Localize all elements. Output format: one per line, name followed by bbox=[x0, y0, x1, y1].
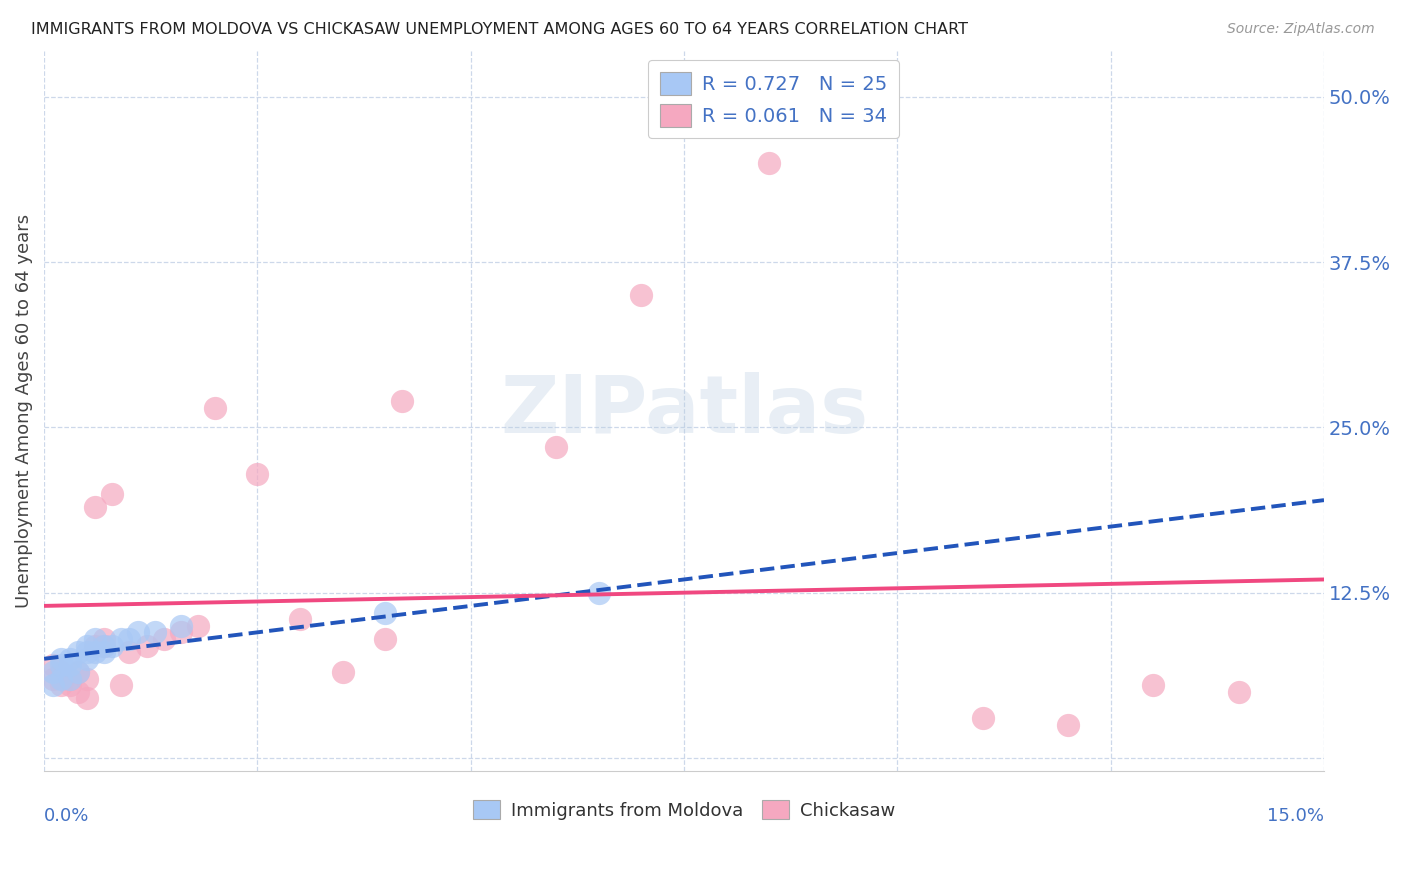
Point bbox=[67, 665, 90, 679]
Point bbox=[59, 678, 82, 692]
Point bbox=[544, 440, 567, 454]
Point bbox=[93, 639, 115, 653]
Point bbox=[59, 672, 82, 686]
Point bbox=[1142, 678, 1164, 692]
Point bbox=[152, 632, 174, 646]
Point bbox=[246, 467, 269, 481]
Point bbox=[41, 658, 63, 673]
Point bbox=[59, 672, 82, 686]
Point bbox=[391, 394, 413, 409]
Point bbox=[143, 625, 166, 640]
Text: 0.0%: 0.0% bbox=[44, 807, 90, 825]
Point bbox=[84, 500, 107, 514]
Point bbox=[1227, 685, 1250, 699]
Text: IMMIGRANTS FROM MOLDOVA VS CHICKASAW UNEMPLOYMENT AMONG AGES 60 TO 64 YEARS CORR: IMMIGRANTS FROM MOLDOVA VS CHICKASAW UNE… bbox=[31, 22, 967, 37]
Point bbox=[59, 658, 82, 673]
Point bbox=[51, 672, 73, 686]
Point bbox=[67, 645, 90, 659]
Point bbox=[332, 665, 354, 679]
Point bbox=[93, 645, 115, 659]
Point bbox=[41, 678, 63, 692]
Point bbox=[51, 678, 73, 692]
Point bbox=[374, 632, 396, 646]
Point bbox=[187, 618, 209, 632]
Point bbox=[127, 625, 149, 640]
Point bbox=[374, 606, 396, 620]
Point bbox=[51, 658, 73, 673]
Point bbox=[41, 665, 63, 679]
Point bbox=[67, 685, 90, 699]
Point bbox=[76, 652, 98, 666]
Point bbox=[84, 639, 107, 653]
Point bbox=[972, 711, 994, 725]
Point bbox=[84, 632, 107, 646]
Point bbox=[93, 639, 115, 653]
Point bbox=[758, 156, 780, 170]
Point bbox=[76, 639, 98, 653]
Point bbox=[84, 645, 107, 659]
Point bbox=[135, 639, 157, 653]
Point bbox=[59, 652, 82, 666]
Legend: R = 0.727   N = 25, R = 0.061   N = 34: R = 0.727 N = 25, R = 0.061 N = 34 bbox=[648, 61, 900, 138]
Text: Source: ZipAtlas.com: Source: ZipAtlas.com bbox=[1227, 22, 1375, 37]
Point bbox=[101, 639, 124, 653]
Point bbox=[630, 288, 652, 302]
Point bbox=[110, 678, 132, 692]
Point bbox=[118, 645, 141, 659]
Point bbox=[93, 632, 115, 646]
Point bbox=[76, 691, 98, 706]
Point bbox=[67, 665, 90, 679]
Point bbox=[588, 585, 610, 599]
Point bbox=[41, 672, 63, 686]
Y-axis label: Unemployment Among Ages 60 to 64 years: Unemployment Among Ages 60 to 64 years bbox=[15, 214, 32, 608]
Point bbox=[118, 632, 141, 646]
Point bbox=[169, 618, 191, 632]
Point bbox=[51, 665, 73, 679]
Point bbox=[76, 645, 98, 659]
Point bbox=[101, 486, 124, 500]
Point bbox=[51, 652, 73, 666]
Point bbox=[288, 612, 311, 626]
Text: ZIPatlas: ZIPatlas bbox=[501, 372, 868, 450]
Point bbox=[110, 632, 132, 646]
Point bbox=[76, 672, 98, 686]
Text: 15.0%: 15.0% bbox=[1267, 807, 1324, 825]
Point bbox=[1057, 718, 1080, 732]
Point bbox=[204, 401, 226, 415]
Point bbox=[169, 625, 191, 640]
